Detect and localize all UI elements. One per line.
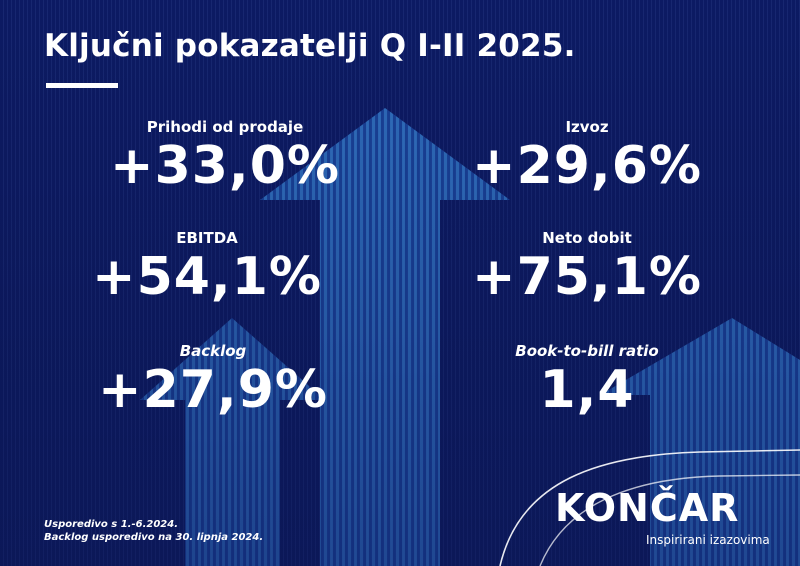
metric-value: +33,0% [110, 136, 340, 196]
metric-value: +54,1% [92, 247, 322, 307]
metric-value: 1,4 [539, 360, 635, 420]
metric-export: Izvoz +29,6% [432, 118, 742, 196]
metric-value: +75,1% [472, 247, 702, 307]
metric-label: Book-to-bill ratio [515, 342, 659, 360]
metric-value: +27,9% [98, 360, 328, 420]
footnote-line-2: Backlog usporedivo na 30. lipnja 2024. [44, 532, 264, 543]
metric-ebitda: EBITDA +54,1% [52, 229, 362, 307]
metric-label: Neto dobit [542, 229, 632, 247]
metric-label: Prihodi od prodaje [146, 118, 304, 136]
footnote: Usporedivo s 1.-6.2024. Backlog usporedi… [44, 518, 263, 544]
metric-label: Izvoz [565, 118, 609, 136]
metric-label: Backlog [179, 342, 247, 360]
koncar-logo: KONČAR [555, 486, 740, 530]
metric-label: EBITDA [176, 229, 238, 247]
curve-line-2 [539, 474, 800, 566]
brand-tagline: Inspirirani izazovima [646, 533, 770, 547]
metric-revenue: Prihodi od prodaje +33,0% [70, 118, 380, 196]
metric-value: +29,6% [472, 136, 702, 196]
metric-net-profit: Neto dobit +75,1% [432, 229, 742, 307]
metric-book-to-bill: Book-to-bill ratio 1,4 [432, 342, 742, 420]
title-underline [46, 83, 118, 88]
footnote-line-1: Usporedivo s 1.-6.2024. [44, 519, 178, 530]
page-title: Ključni pokazatelji Q I-II 2025. [44, 28, 576, 64]
curve-line-1 [499, 449, 800, 566]
metric-backlog: Backlog +27,9% [58, 342, 368, 420]
